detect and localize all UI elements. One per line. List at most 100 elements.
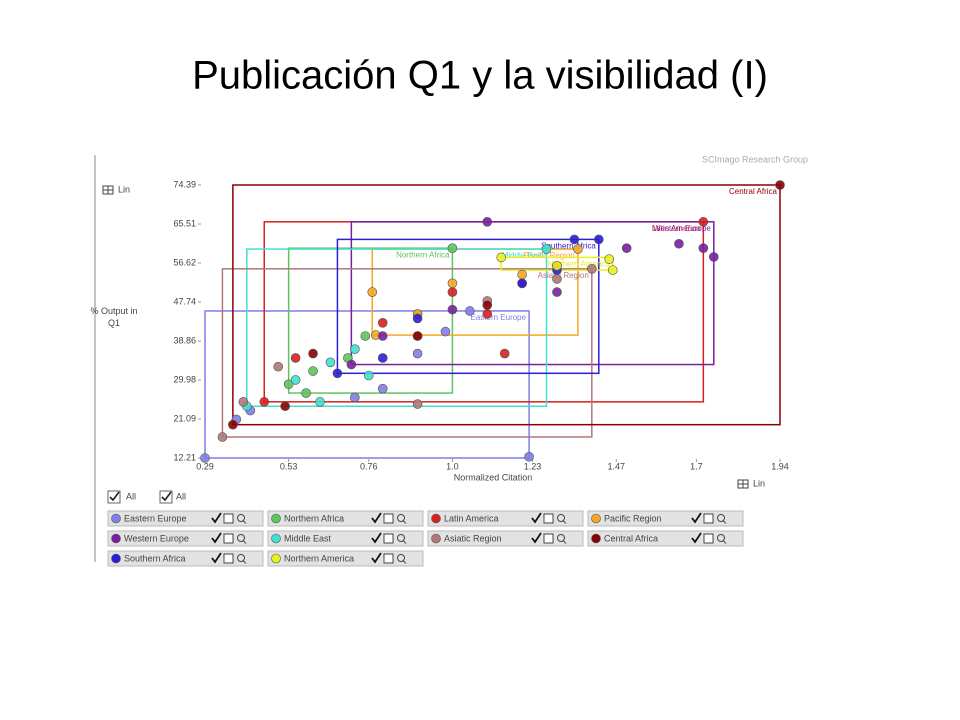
- point: [273, 361, 283, 372]
- point: [604, 254, 615, 264]
- legend-icon: [383, 513, 394, 524]
- point: [607, 265, 618, 275]
- point: [482, 300, 493, 311]
- legend-item[interactable]: Central Africa: [587, 530, 744, 547]
- x-tick-label: 1.23: [524, 461, 542, 471]
- range-box: [287, 247, 454, 394]
- legend-marker: [271, 553, 281, 564]
- point: [524, 451, 534, 462]
- point: [217, 432, 228, 442]
- y-tick-label: 12.21: [173, 452, 196, 462]
- legend-icon: [371, 552, 382, 564]
- legend-item[interactable]: Pacific Region: [587, 510, 744, 527]
- point: [517, 269, 527, 280]
- x-axis-title: Normalized Citation: [454, 472, 533, 482]
- point: [238, 397, 249, 407]
- legend-icon: [562, 520, 567, 524]
- point: [482, 217, 493, 227]
- legend-label: Pacific Region: [604, 513, 662, 523]
- x-scale-label: Lin: [753, 478, 765, 488]
- range-label: Middle East: [502, 251, 545, 260]
- point: [447, 243, 458, 253]
- point: [350, 392, 360, 403]
- scale-icon: [102, 185, 749, 489]
- point: [465, 306, 475, 316]
- range-label: Northern Africa: [396, 250, 450, 259]
- point: [621, 243, 632, 253]
- range-box: [221, 268, 593, 438]
- legend-item[interactable]: Eastern Europe: [107, 510, 264, 527]
- legend-marker: [271, 533, 281, 544]
- legend-label: Northern Africa: [284, 513, 344, 523]
- range-label: Pacific Region: [524, 251, 575, 260]
- legend-icon: [211, 512, 222, 524]
- legend-icon: [722, 540, 727, 544]
- legend-icon: [383, 553, 394, 564]
- y-scale-label: Lin: [118, 184, 130, 194]
- legend-label: Latin America: [444, 513, 499, 523]
- point: [447, 304, 458, 315]
- y-tick-label: 47.74: [173, 296, 196, 306]
- x-tick-label: 1.47: [607, 461, 625, 471]
- point: [587, 264, 597, 274]
- point: [496, 252, 507, 263]
- legend-label: Eastern Europe: [124, 513, 187, 523]
- x-tick-label: 0.29: [196, 461, 214, 471]
- legend-item[interactable]: Northern America: [267, 550, 424, 567]
- legend-icon: [223, 553, 234, 564]
- range-box: [204, 310, 530, 459]
- legend-icon: [397, 514, 405, 522]
- legend-icon: [383, 533, 394, 544]
- legend-marker: [271, 513, 281, 524]
- point: [377, 318, 388, 328]
- legend-icon: [557, 534, 565, 542]
- legend-marker: [591, 513, 601, 524]
- legend-icon: [237, 554, 245, 562]
- x-tick-label: 1.0: [446, 461, 459, 471]
- legend-icon: [691, 532, 702, 544]
- legend-icon: [371, 512, 382, 524]
- point: [377, 383, 388, 394]
- range-box: [336, 238, 600, 375]
- point: [775, 180, 785, 190]
- legend-icon: [691, 512, 702, 524]
- legend-item[interactable]: Western Europe: [107, 530, 264, 547]
- y-tick-label: 29.98: [173, 374, 196, 384]
- range-label: Central Africa: [729, 187, 778, 196]
- range-label: Western Europe: [653, 224, 711, 233]
- range-label: Asiatic Region: [538, 271, 589, 280]
- point: [301, 388, 311, 398]
- source: SCImago Research Group: [702, 154, 808, 164]
- point: [200, 453, 210, 463]
- x-tick-label: 0.53: [280, 461, 298, 471]
- point: [346, 359, 357, 370]
- select-all[interactable]: [107, 490, 173, 504]
- select-all-label: All: [126, 491, 136, 501]
- legend-icon: [237, 534, 245, 542]
- legend-item[interactable]: Northern Africa: [267, 510, 424, 527]
- point: [367, 287, 378, 297]
- legend-icon: [531, 512, 542, 524]
- legend-icon: [211, 532, 222, 544]
- legend-label: Southern Africa: [124, 553, 186, 563]
- legend-icon: [397, 554, 405, 562]
- legend-item[interactable]: Latin America: [427, 510, 584, 527]
- point: [290, 375, 301, 385]
- point: [350, 344, 360, 354]
- legend-item[interactable]: Southern Africa: [107, 550, 264, 567]
- point: [541, 244, 552, 254]
- legend-item[interactable]: Middle East: [267, 530, 424, 547]
- legend-item[interactable]: Asiatic Region: [427, 530, 584, 547]
- point: [552, 260, 562, 271]
- point: [517, 278, 527, 289]
- point: [499, 348, 510, 359]
- legend-icon: [703, 533, 714, 544]
- range-box: [350, 221, 715, 366]
- legend-icon: [562, 540, 567, 544]
- point: [674, 238, 684, 249]
- x-tick-label: 1.94: [771, 461, 789, 471]
- point: [315, 397, 325, 407]
- legend-marker: [431, 533, 441, 544]
- legend-marker: [111, 513, 121, 524]
